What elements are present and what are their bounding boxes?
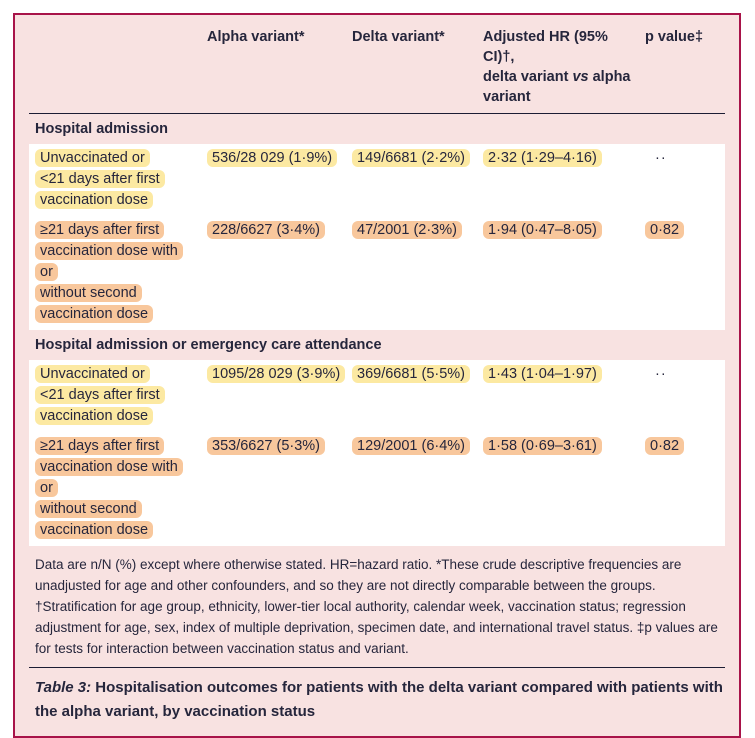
row-label-highlight: ≥21 days after first vaccination dose wi… (35, 221, 183, 323)
delta-value: 149/6681 (2·2%) (352, 148, 483, 169)
row-label: ≥21 days after first vaccination dose wi… (35, 436, 207, 541)
row-label-highlight: Unvaccinated or <21 days after first vac… (35, 365, 165, 425)
alpha-value: 1095/28 029 (3·9%) (207, 364, 352, 385)
table-footnote: Data are n/N (%) except where otherwise … (35, 557, 718, 656)
hr-value: 1·43 (1·04–1·97) (483, 364, 645, 385)
vs-italic: vs (572, 69, 589, 85)
hr-value: 2·32 (1·29–4·16) (483, 148, 645, 169)
p-value: ·· (655, 366, 667, 382)
hr-value: 1·58 (0·69–3·61) (483, 436, 645, 457)
table-header-row: Alpha variant* Delta variant* Adjusted H… (29, 15, 725, 113)
table-row-vaccinated-emergency: ≥21 days after first vaccination dose wi… (29, 432, 725, 546)
delta-value: 47/2001 (2·3%) (352, 220, 483, 241)
lancet-table-3: Alpha variant* Delta variant* Adjusted H… (13, 13, 741, 738)
table-caption: Table 3: Hospitalisation outcomes for pa… (29, 668, 725, 736)
p-value: ·· (655, 150, 667, 166)
table-row-unvaccinated-admission: Unvaccinated or <21 days after first vac… (29, 144, 725, 216)
row-label: Unvaccinated or <21 days after first vac… (35, 364, 207, 427)
header-bottom-rule (29, 113, 725, 114)
caption-text: Hospitalisation outcomes for patients wi… (35, 679, 723, 720)
table-row-unvaccinated-emergency: Unvaccinated or <21 days after first vac… (29, 360, 725, 432)
caption-table-number: Table 3: (35, 679, 92, 696)
row-label: ≥21 days after first vaccination dose wi… (35, 220, 207, 325)
row-label: Unvaccinated or <21 days after first vac… (35, 148, 207, 211)
table-row-vaccinated-admission: ≥21 days after first vaccination dose wi… (29, 216, 725, 330)
section-title-hospital-admission: Hospital admission (35, 121, 168, 137)
delta-value: 129/2001 (6·4%) (352, 436, 483, 457)
col-header-alpha-variant: Alpha variant* (207, 29, 305, 45)
alpha-value: 353/6627 (5·3%) (207, 436, 352, 457)
adjusted-hr-text: Adjusted HR (95% CI)†, delta variant (483, 29, 608, 85)
p-value: 0·82 (645, 436, 725, 457)
row-label-highlight: Unvaccinated or <21 days after first vac… (35, 149, 165, 209)
row-label-highlight: ≥21 days after first vaccination dose wi… (35, 437, 183, 539)
col-header-p-value: p value‡ (645, 29, 704, 45)
hr-value: 1·94 (0·47–8·05) (483, 220, 645, 241)
section-1-rows: Unvaccinated or <21 days after first vac… (29, 144, 725, 330)
p-value: 0·82 (645, 220, 725, 241)
alpha-value: 228/6627 (3·4%) (207, 220, 352, 241)
section-2-rows: Unvaccinated or <21 days after first vac… (29, 360, 725, 546)
col-header-delta-variant: Delta variant* (352, 29, 445, 45)
delta-value: 369/6681 (5·5%) (352, 364, 483, 385)
col-header-adjusted-hr: Adjusted HR (95% CI)†, delta variant vs … (483, 27, 645, 107)
adjusted-hr-text-tail: alpha variant (483, 69, 631, 105)
header-spacer (35, 27, 207, 107)
alpha-value: 536/28 029 (1·9%) (207, 148, 352, 169)
section-title-admission-or-emergency: Hospital admission or emergency care att… (35, 337, 382, 353)
